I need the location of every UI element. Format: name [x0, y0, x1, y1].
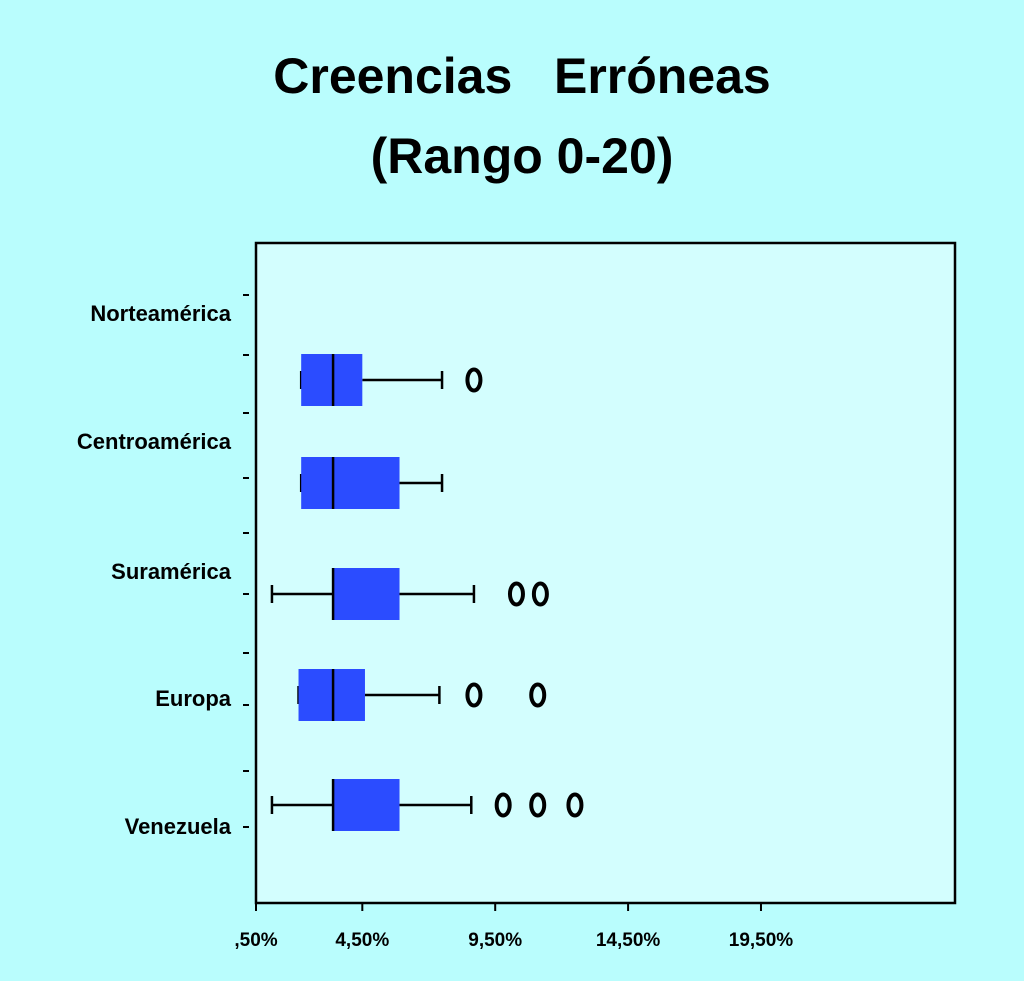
box [298, 669, 365, 721]
chart-title: Creencias Erróneas [273, 48, 771, 104]
outlier [529, 682, 547, 708]
outlier [494, 792, 512, 818]
outlier [465, 682, 483, 708]
y-tick-label: Europa [155, 686, 232, 711]
outlier [566, 792, 584, 818]
outlier [507, 581, 525, 607]
box [333, 568, 400, 620]
x-tick-label: ,50% [234, 930, 277, 951]
x-tick-label: 19,50% [729, 930, 794, 951]
outlier [531, 581, 549, 607]
box [333, 779, 400, 831]
y-tick-label: Centroamérica [77, 429, 232, 454]
y-tick-label: Norteamérica [90, 301, 231, 326]
y-tick-label: Suramérica [111, 559, 232, 584]
outlier [465, 367, 483, 393]
y-tick-marks [243, 294, 249, 828]
x-tick-label: 9,50% [468, 930, 522, 951]
x-tick-label: 14,50% [596, 930, 661, 951]
outlier [529, 792, 547, 818]
box [301, 354, 363, 406]
x-tick-label: 4,50% [335, 930, 389, 951]
y-tick-label: Venezuela [125, 814, 232, 839]
box [301, 457, 400, 509]
chart-subtitle: (Rango 0-20) [371, 128, 674, 184]
